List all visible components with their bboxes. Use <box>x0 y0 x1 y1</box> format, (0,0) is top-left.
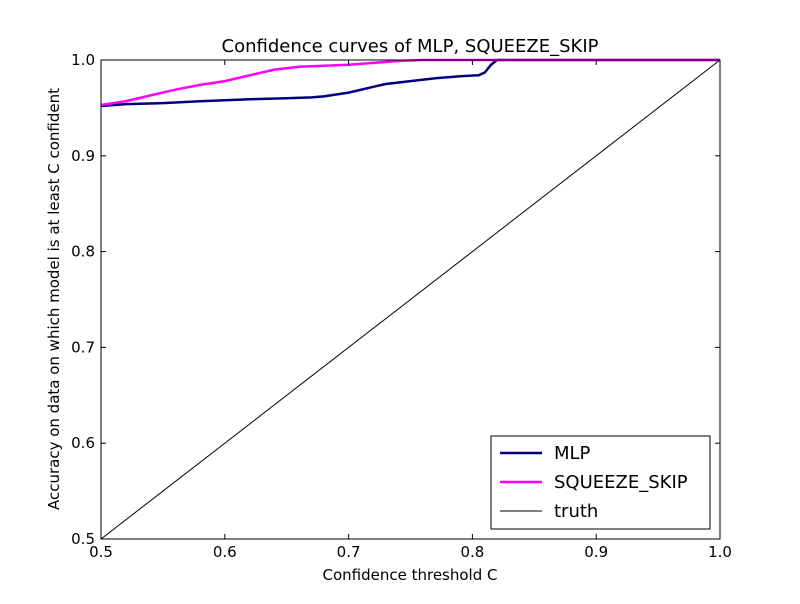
legend-label-0: MLP <box>554 443 591 464</box>
x-tick-label: 0.7 <box>337 543 361 561</box>
x-tick-label: 0.6 <box>213 543 237 561</box>
legend-label-1: SQUEEZE_SKIP <box>554 472 688 493</box>
x-axis-label: Confidence threshold C <box>323 566 498 584</box>
plot-area-frame <box>100 59 721 540</box>
y-tick-label: 0.8 <box>71 243 95 261</box>
y-tick-label: 0.5 <box>71 530 95 548</box>
series-line-0 <box>100 58 720 108</box>
x-tick-label: 0.8 <box>460 543 484 561</box>
y-tick-label: 1.0 <box>71 51 95 69</box>
chart-title: Confidence curves of MLP, SQUEEZE_SKIP <box>222 36 599 57</box>
series-line-2 <box>100 59 721 540</box>
x-tick-label: 0.9 <box>584 543 608 561</box>
ticks-layer: 0.5 0.6 0.7 0.8 0.9 1.0 0.5 0.6 0.7 0.8 0.9 1.0 <box>71 51 732 561</box>
y-tick-label: 0.9 <box>71 147 95 165</box>
legend-label-2: truth <box>554 501 598 522</box>
x-tick-label: 0.5 <box>89 543 113 561</box>
y-tick-label: 0.6 <box>71 434 95 452</box>
series-line-1 <box>100 58 720 107</box>
x-tick-label: 1.0 <box>708 543 732 561</box>
y-axis-label: Accuracy on data on which model is at le… <box>45 88 63 510</box>
y-tick-label: 0.7 <box>71 338 95 356</box>
